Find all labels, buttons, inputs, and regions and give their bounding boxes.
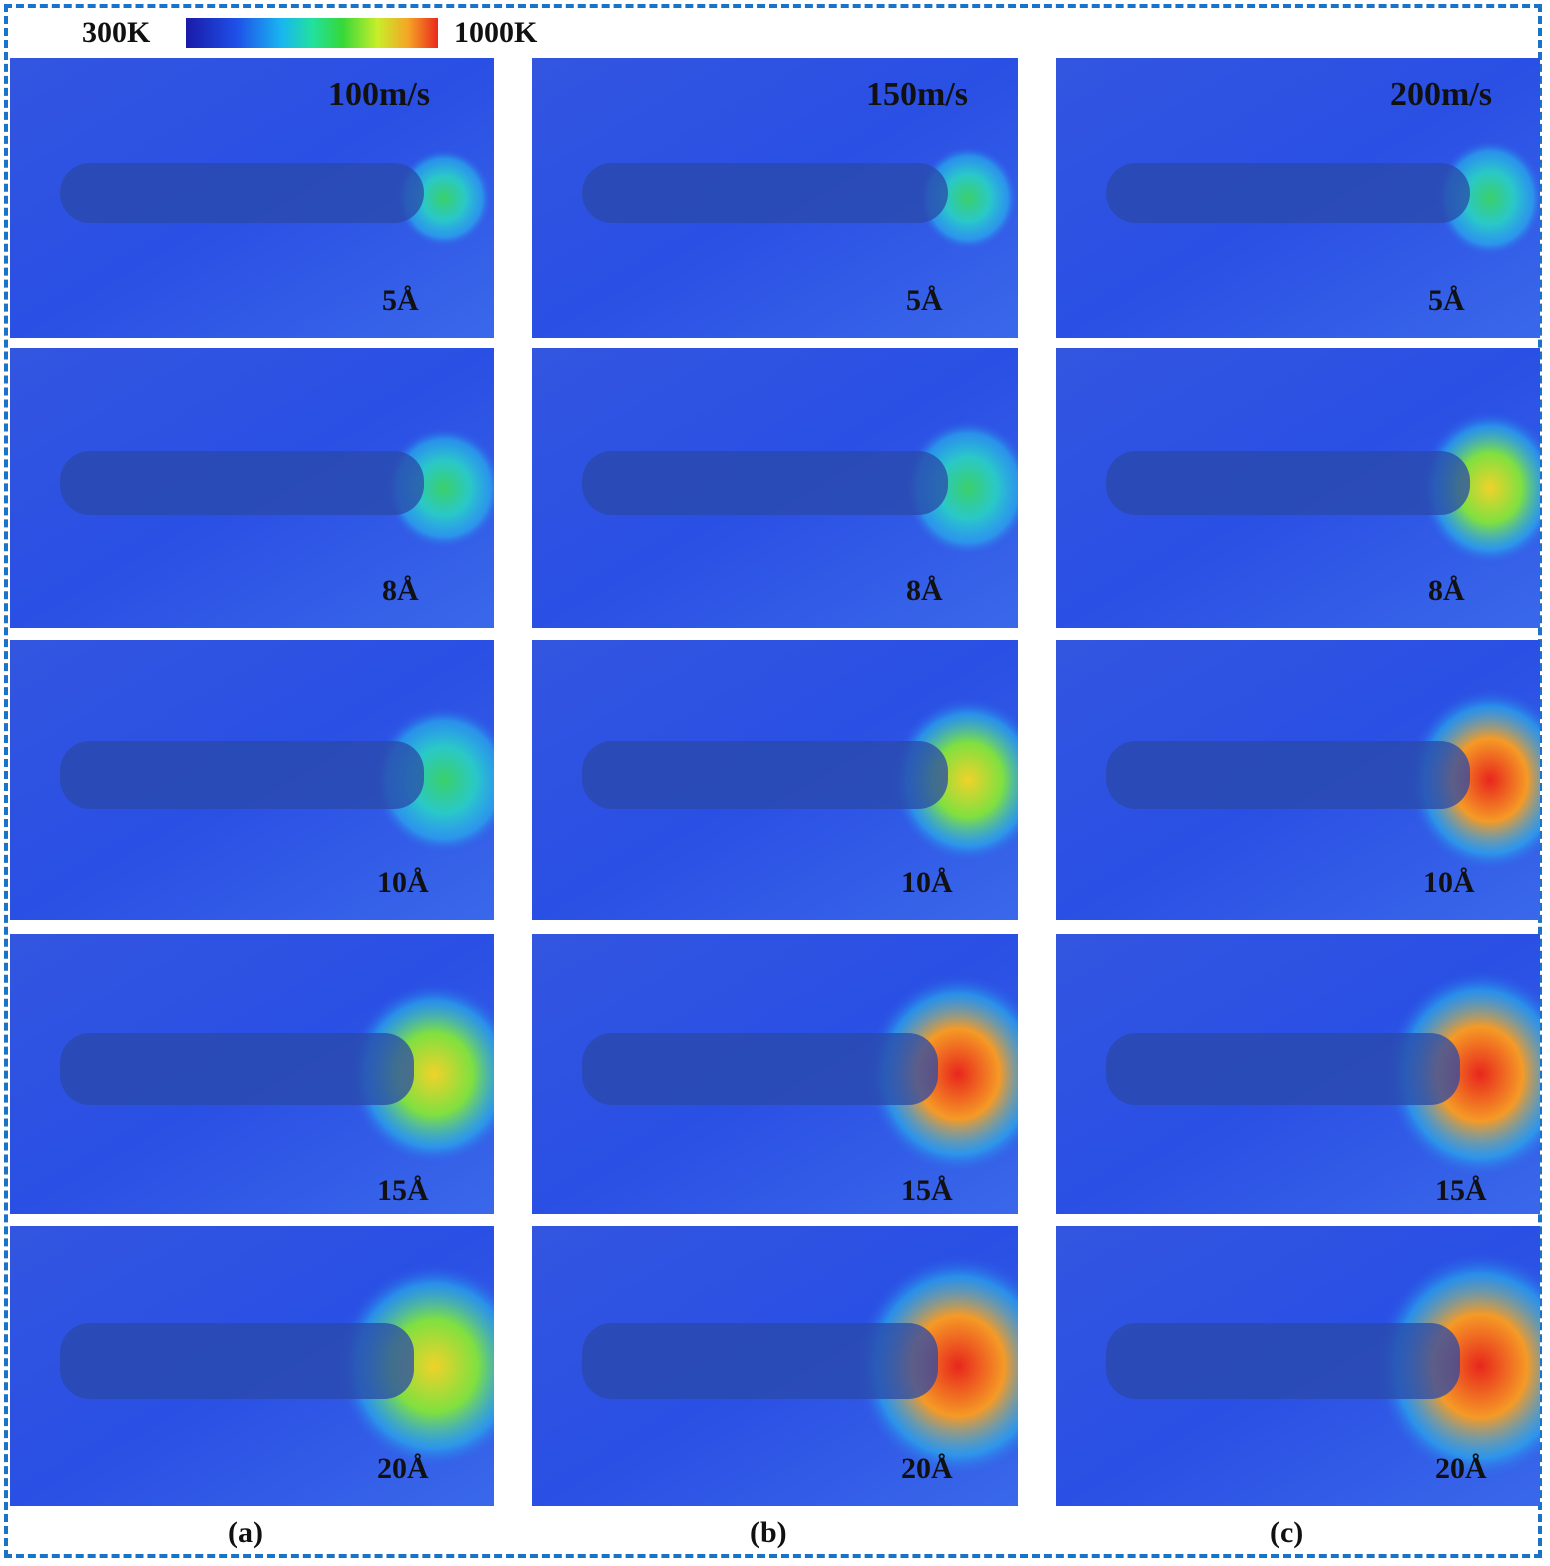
- colorbar-min-label: 300K: [82, 16, 151, 49]
- temperature-map: [532, 58, 1018, 338]
- indentation-depth-label: 10Å: [377, 866, 429, 899]
- indentation-depth-label: 15Å: [377, 1174, 429, 1207]
- indentation-depth-label: 20Å: [901, 1452, 953, 1485]
- column-label-a: (a): [228, 1516, 263, 1549]
- temperature-map-panel: [10, 58, 494, 338]
- indentation-depth-label: 8Å: [382, 574, 419, 607]
- temperature-map: [532, 348, 1018, 628]
- indentation-depth-label: 10Å: [1423, 866, 1475, 899]
- indentation-depth-label: 15Å: [901, 1174, 953, 1207]
- temperature-map-panel: [1056, 348, 1540, 628]
- figure-frame: [4, 4, 1542, 1558]
- temperature-map-panel: [10, 934, 494, 1214]
- indentation-depth-label: 5Å: [382, 284, 419, 317]
- temperature-map: [1056, 348, 1540, 628]
- temperature-map-panel: [1056, 640, 1540, 920]
- temperature-map-panel: [1056, 58, 1540, 338]
- temperature-map: [532, 1226, 1018, 1506]
- temperature-map-panel: [10, 1226, 494, 1506]
- indentation-depth-label: 5Å: [906, 284, 943, 317]
- temperature-map-panel: [532, 348, 1018, 628]
- colorbar-max-label: 1000K: [454, 16, 538, 49]
- indentation-depth-label: 15Å: [1435, 1174, 1487, 1207]
- indentation-depth-label: 20Å: [1435, 1452, 1487, 1485]
- temperature-map-panel: [532, 1226, 1018, 1506]
- indentation-depth-label: 5Å: [1428, 284, 1465, 317]
- temperature-map: [1056, 640, 1540, 920]
- temperature-map-panel: [10, 348, 494, 628]
- column-label-b: (b): [750, 1516, 787, 1549]
- temperature-map-panel: [532, 934, 1018, 1214]
- temperature-map: [532, 934, 1018, 1214]
- temperature-map: [10, 1226, 494, 1506]
- indentation-depth-label: 8Å: [906, 574, 943, 607]
- indentation-speed-label: 100m/s: [328, 76, 430, 113]
- colorbar-gradient: [186, 18, 438, 48]
- temperature-map-panel: [10, 640, 494, 920]
- indentation-depth-label: 10Å: [901, 866, 953, 899]
- column-label-c: (c): [1270, 1516, 1304, 1549]
- temperature-map: [532, 640, 1018, 920]
- temperature-map-panel: [1056, 934, 1540, 1214]
- temperature-map: [1056, 1226, 1540, 1506]
- indentation-depth-label: 8Å: [1428, 574, 1465, 607]
- temperature-map-panel: [1056, 1226, 1540, 1506]
- temperature-map: [10, 58, 494, 338]
- indentation-speed-label: 200m/s: [1390, 76, 1492, 113]
- temperature-map: [10, 934, 494, 1214]
- temperature-map-panel: [532, 640, 1018, 920]
- temperature-map: [1056, 934, 1540, 1214]
- indentation-depth-label: 20Å: [377, 1452, 429, 1485]
- temperature-map: [1056, 58, 1540, 338]
- indentation-speed-label: 150m/s: [866, 76, 968, 113]
- temperature-map: [10, 640, 494, 920]
- temperature-map: [10, 348, 494, 628]
- temperature-colorbar: 300K 1000K: [0, 14, 600, 52]
- temperature-map-panel: [532, 58, 1018, 338]
